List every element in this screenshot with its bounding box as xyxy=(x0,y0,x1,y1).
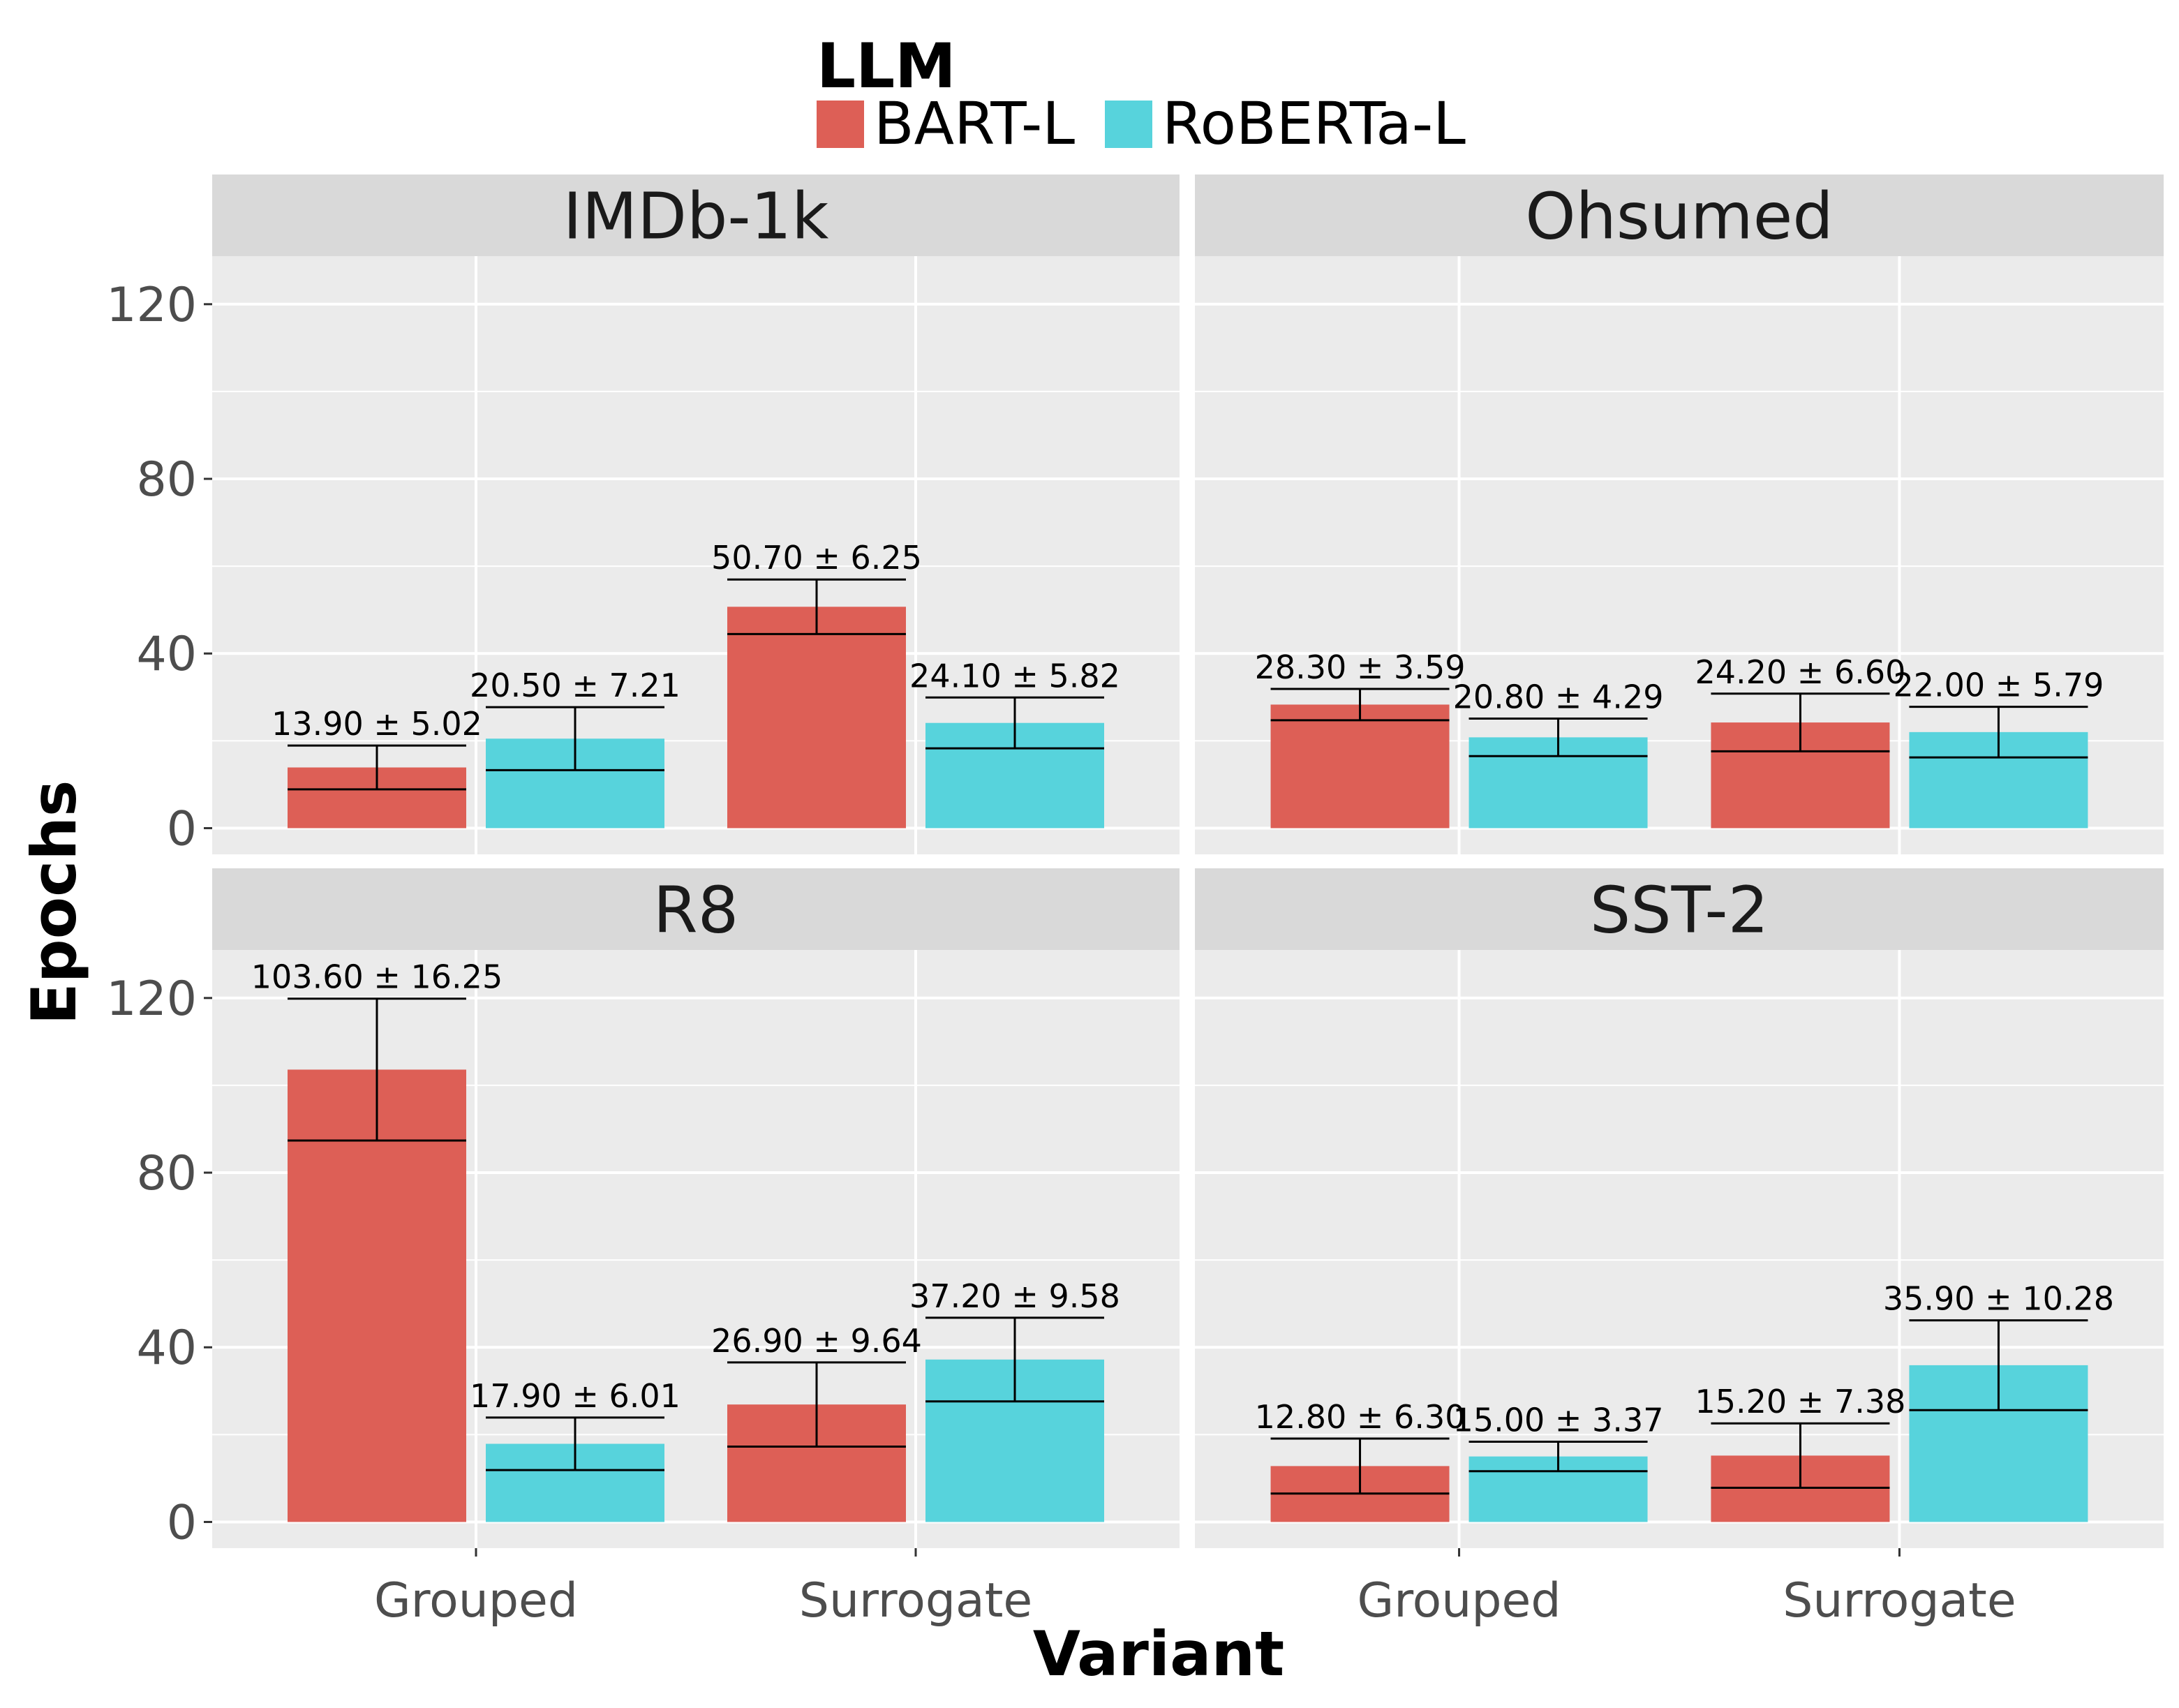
y-tick-label: 120 xyxy=(106,972,197,1027)
bar-value-label: 26.90 ± 9.64 xyxy=(711,1322,922,1360)
legend-swatch-bart-l xyxy=(817,101,864,148)
y-tick-label: 40 xyxy=(136,1321,197,1376)
legend-label-roberta-l: RoBERTa-L xyxy=(1162,89,1466,158)
bar-value-label: 37.20 ± 9.58 xyxy=(909,1277,1120,1315)
bar-bart-l xyxy=(727,607,906,829)
bar-value-label: 15.00 ± 3.37 xyxy=(1453,1402,1664,1439)
legend-swatch-roberta-l xyxy=(1105,101,1152,148)
facet-panel-imdb-1k: IMDb-1k 13.90 ± 5.02 50.70 ± 6.25 20.50 ± 7… xyxy=(106,174,1180,856)
bar-value-label: 22.00 ± 5.79 xyxy=(1894,667,2104,704)
bar-value-label: 12.80 ± 6.30 xyxy=(1255,1398,1466,1436)
facet-strip xyxy=(212,868,1180,950)
facet-panels: IMDb-1k 13.90 ± 5.02 50.70 ± 6.25 20.50 ± 7… xyxy=(106,174,2164,1628)
bar-value-label: 20.80 ± 4.29 xyxy=(1453,678,1664,716)
y-tick-label: 0 xyxy=(167,1495,197,1550)
facet-panel-sst-2: SST-2 12.80 ± 6.30 15.20 ± 7.38 15.00 ± 3.3… xyxy=(1195,868,2164,1628)
x-tick-label: Surrogate xyxy=(1783,1573,2016,1628)
bar-value-label: 17.90 ± 6.01 xyxy=(470,1377,681,1415)
y-tick-label: 0 xyxy=(167,801,197,856)
bar-value-label: 13.90 ± 5.02 xyxy=(272,705,482,743)
bar-value-label: 20.50 ± 7.21 xyxy=(470,667,681,704)
facet-title: R8 xyxy=(653,873,738,948)
y-tick-label: 80 xyxy=(136,1146,197,1201)
y-tick-label: 120 xyxy=(106,278,197,333)
facet-panel-r8: R8 103.60 ± 16.25 26.90 ± 9.64 17.90 ± 6.01… xyxy=(106,868,1180,1628)
legend-title: LLM xyxy=(817,30,956,102)
y-axis-title: Epochs xyxy=(18,780,90,1025)
y-tick-label: 40 xyxy=(136,627,197,682)
y-tick-label: 80 xyxy=(136,452,197,507)
bar-value-label: 50.70 ± 6.25 xyxy=(711,539,922,577)
facet-strip xyxy=(1195,868,2164,950)
legend-entries: BART-L RoBERTa-L xyxy=(817,89,1466,158)
facet-strip xyxy=(1195,174,2164,256)
bar-bart-l xyxy=(288,1069,466,1522)
x-tick-label: Surrogate xyxy=(799,1573,1032,1628)
facet-title: IMDb-1k xyxy=(563,179,829,254)
facet-strip xyxy=(212,174,1180,256)
facet-title: Ohsumed xyxy=(1525,179,1834,254)
legend-label-bart-l: BART-L xyxy=(874,89,1075,158)
bar-value-label: 15.20 ± 7.38 xyxy=(1695,1383,1906,1420)
x-tick-label: Grouped xyxy=(1358,1573,1561,1628)
bar-value-label: 24.10 ± 5.82 xyxy=(909,657,1120,695)
bar-value-label: 103.60 ± 16.25 xyxy=(251,958,503,996)
facet-title: SST-2 xyxy=(1590,873,1769,948)
bar-bart-l xyxy=(1270,704,1450,829)
facet-panel-ohsumed: Ohsumed 28.30 ± 3.59 24.20 ± 6.60 20.80 ± 4… xyxy=(1195,174,2164,854)
bar-value-label: 24.20 ± 6.60 xyxy=(1695,653,1906,691)
bar-value-label: 28.30 ± 3.59 xyxy=(1255,648,1466,686)
bar-value-label: 35.90 ± 10.28 xyxy=(1883,1280,2114,1318)
legend: LLM BART-L RoBERTa-L xyxy=(817,30,1466,158)
x-axis-title: Variant xyxy=(1033,1618,1284,1690)
x-tick-label: Grouped xyxy=(374,1573,578,1628)
